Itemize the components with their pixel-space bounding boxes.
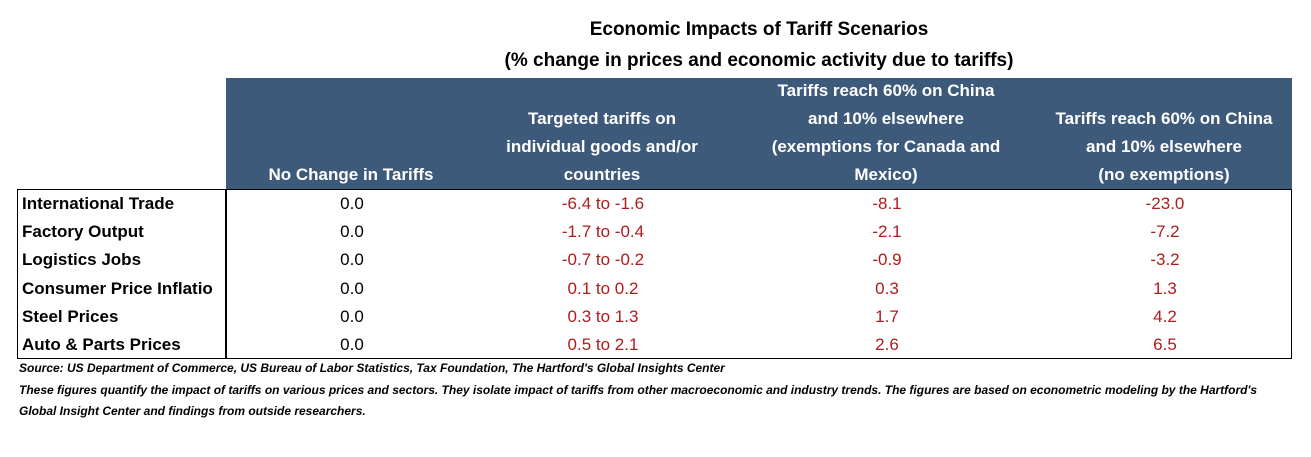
table-header: No Change in Tariffs Targeted tariffs on i… (226, 78, 1292, 189)
column-header-line: individual goods and/or (506, 137, 698, 156)
row-label: Consumer Price Inflatio (22, 278, 213, 298)
data-table: International Trade 0.0 -6.4 to -1.6 -8.1 -2… (17, 189, 1292, 359)
column-header-line: Mexico) (854, 165, 918, 184)
chart-subtitle: (% change in prices and economic activit… (504, 50, 1014, 71)
table-cell: 6.5 (1153, 335, 1177, 354)
row-label: Logistics Jobs (22, 250, 142, 270)
table-cell: -8.1 (872, 194, 902, 213)
table-row: Factory Output 0.0 -1.7 to -0.4 -2.1 -7.2 (18, 218, 1291, 246)
table-row: Consumer Price Inflatio 0.0 0.1 to 0.2 0.3 1… (18, 275, 1291, 303)
label-divider (225, 190, 227, 358)
column-header-4: Tariffs reach 60% on China and 10% elsewh… (1039, 78, 1289, 189)
table-row: Auto & Parts Prices 0.0 0.5 to 2.1 2.6 6.5 (18, 331, 1291, 359)
table-cell: 0.3 to 1.3 (567, 306, 639, 326)
row-label: International Trade (22, 194, 175, 213)
table-row: Steel Prices 0.0 0.3 to 1.3 1.7 4.2 (18, 303, 1291, 331)
column-header-line: and 10% elsewhere (1086, 137, 1242, 156)
table-cell: 0.3 (875, 278, 899, 298)
table-cell: 0.0 (340, 335, 364, 354)
column-header-1: No Change in Tariffs (236, 78, 466, 189)
table-cell: 0.0 (340, 278, 364, 298)
row-label: Factory Output (22, 222, 144, 242)
footnote-source: Source: US Department of Commerce, US Bu… (19, 361, 725, 375)
column-header-line: countries (563, 165, 641, 184)
table-cell: -7.2 (1150, 222, 1180, 242)
table-cell: -6.4 to -1.6 (561, 194, 645, 213)
table-cell: 1.3 (1153, 278, 1177, 298)
table-cell: -0.9 (872, 250, 902, 270)
row-label: Auto & Parts Prices (22, 335, 181, 354)
table-cell: 0.1 to 0.2 (567, 278, 639, 298)
column-header-line: Targeted tariffs on (528, 109, 676, 128)
row-label: Steel Prices (22, 306, 119, 326)
table-cell: -0.7 to -0.2 (561, 250, 645, 270)
table-row: International Trade 0.0 -6.4 to -1.6 -8.1 -2… (18, 190, 1291, 218)
table-row: Logistics Jobs 0.0 -0.7 to -0.2 -0.9 -3.2 (18, 246, 1291, 274)
table-cell: 0.0 (340, 194, 364, 213)
chart-title: Economic Impacts of Tariff Scenarios (589, 19, 929, 40)
table-cell: 0.0 (340, 222, 364, 242)
table-cell: -2.1 (872, 222, 902, 242)
table-cell: -1.7 to -0.4 (561, 222, 645, 242)
column-header-line: (exemptions for Canada and (771, 137, 1001, 156)
table-cell: -23.0 (1145, 194, 1185, 213)
column-header-line: (no exemptions) (1098, 165, 1230, 184)
table-cell: 4.2 (1153, 306, 1177, 326)
column-header-line: Tariffs reach 60% on China (777, 81, 995, 100)
table-cell: 0.0 (340, 250, 364, 270)
table-cell: 0.5 to 2.1 (567, 335, 639, 354)
column-header-2: Targeted tariffs on individual goods and/… (472, 78, 732, 189)
footnote-note: These figures quantify the impact of tar… (19, 383, 1258, 418)
column-header-line: Tariffs reach 60% on China (1055, 109, 1273, 128)
table-cell: 2.6 (875, 335, 899, 354)
column-header-line: and 10% elsewhere (808, 109, 964, 128)
column-header-line: No Change in Tariffs (268, 165, 434, 184)
table-cell: -3.2 (1150, 250, 1180, 270)
table-cell: 1.7 (875, 306, 899, 326)
table-cell: 0.0 (340, 306, 364, 326)
column-header-3: Tariffs reach 60% on China and 10% elsewh… (736, 78, 1036, 189)
